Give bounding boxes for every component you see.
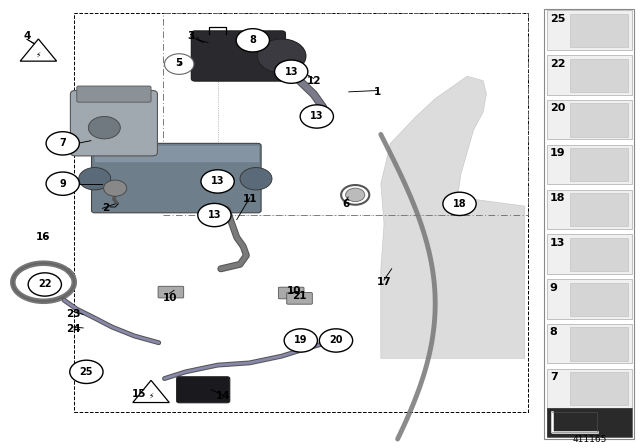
Text: 19: 19 — [550, 148, 565, 158]
Circle shape — [284, 329, 317, 352]
Text: 4: 4 — [23, 31, 31, 41]
FancyBboxPatch shape — [570, 372, 628, 405]
Circle shape — [443, 192, 476, 215]
Text: 2: 2 — [102, 203, 109, 213]
Circle shape — [104, 180, 127, 196]
FancyBboxPatch shape — [547, 100, 632, 139]
Text: 16: 16 — [36, 233, 51, 242]
FancyBboxPatch shape — [158, 286, 184, 298]
Text: ⚡: ⚡ — [36, 50, 41, 59]
FancyBboxPatch shape — [547, 190, 632, 229]
FancyBboxPatch shape — [570, 238, 628, 271]
Circle shape — [319, 329, 353, 352]
Text: 411165: 411165 — [573, 435, 607, 444]
Text: 13: 13 — [207, 210, 221, 220]
FancyBboxPatch shape — [177, 377, 230, 403]
FancyBboxPatch shape — [570, 283, 628, 316]
FancyBboxPatch shape — [191, 31, 285, 81]
Circle shape — [198, 203, 231, 227]
Circle shape — [70, 360, 103, 383]
Text: 21: 21 — [292, 291, 307, 301]
FancyBboxPatch shape — [547, 234, 632, 274]
Circle shape — [164, 54, 194, 74]
Circle shape — [346, 188, 365, 202]
FancyBboxPatch shape — [547, 408, 632, 437]
Polygon shape — [381, 76, 525, 358]
FancyBboxPatch shape — [278, 287, 304, 299]
Circle shape — [28, 273, 61, 296]
FancyBboxPatch shape — [547, 55, 632, 95]
Circle shape — [201, 170, 234, 193]
Text: 22: 22 — [550, 59, 565, 69]
FancyBboxPatch shape — [570, 14, 628, 47]
FancyBboxPatch shape — [547, 10, 632, 50]
Text: 17: 17 — [377, 277, 391, 287]
Polygon shape — [20, 39, 57, 61]
Text: 13: 13 — [211, 177, 225, 186]
FancyBboxPatch shape — [547, 324, 632, 363]
Text: 12: 12 — [307, 76, 321, 86]
Text: 8: 8 — [550, 327, 557, 337]
Text: ⚡: ⚡ — [148, 391, 154, 401]
Text: 24: 24 — [67, 324, 81, 334]
Text: 25: 25 — [550, 14, 565, 24]
Text: 19: 19 — [294, 336, 308, 345]
FancyBboxPatch shape — [544, 9, 634, 439]
FancyBboxPatch shape — [570, 103, 628, 137]
FancyBboxPatch shape — [547, 369, 632, 408]
Text: 7: 7 — [550, 372, 557, 382]
Text: 18: 18 — [550, 193, 565, 203]
FancyBboxPatch shape — [570, 59, 628, 92]
Text: 3: 3 — [187, 31, 195, 41]
Text: 9: 9 — [550, 283, 557, 293]
Text: 11: 11 — [243, 194, 257, 204]
Circle shape — [88, 116, 120, 139]
Circle shape — [46, 172, 79, 195]
FancyBboxPatch shape — [287, 293, 312, 304]
Text: 9: 9 — [60, 179, 66, 189]
Circle shape — [46, 132, 79, 155]
Text: 1: 1 — [374, 87, 381, 97]
FancyBboxPatch shape — [570, 148, 628, 181]
Circle shape — [79, 168, 111, 190]
Circle shape — [240, 168, 272, 190]
Text: 13: 13 — [550, 238, 565, 248]
Text: 23: 23 — [67, 309, 81, 319]
Text: 22: 22 — [38, 280, 52, 289]
Text: 10: 10 — [287, 286, 301, 296]
Text: 5: 5 — [175, 58, 183, 68]
Circle shape — [257, 39, 306, 73]
Text: 7: 7 — [60, 138, 66, 148]
FancyBboxPatch shape — [92, 143, 261, 213]
Text: 18: 18 — [452, 199, 467, 209]
FancyBboxPatch shape — [570, 327, 628, 361]
Circle shape — [300, 105, 333, 128]
FancyBboxPatch shape — [570, 193, 628, 226]
Circle shape — [275, 60, 308, 83]
Circle shape — [236, 29, 269, 52]
FancyBboxPatch shape — [547, 145, 632, 184]
Text: 14: 14 — [216, 392, 230, 401]
Text: 15: 15 — [132, 389, 147, 399]
Text: 13: 13 — [310, 112, 324, 121]
FancyBboxPatch shape — [547, 279, 632, 319]
Text: 20: 20 — [550, 103, 565, 113]
Polygon shape — [133, 380, 169, 402]
FancyBboxPatch shape — [70, 90, 157, 156]
Text: 13: 13 — [284, 67, 298, 77]
Text: 6: 6 — [342, 199, 349, 209]
Text: 25: 25 — [79, 367, 93, 377]
FancyBboxPatch shape — [77, 86, 151, 102]
Text: 8: 8 — [250, 35, 256, 45]
Text: 10: 10 — [163, 293, 177, 303]
Text: 20: 20 — [329, 336, 343, 345]
